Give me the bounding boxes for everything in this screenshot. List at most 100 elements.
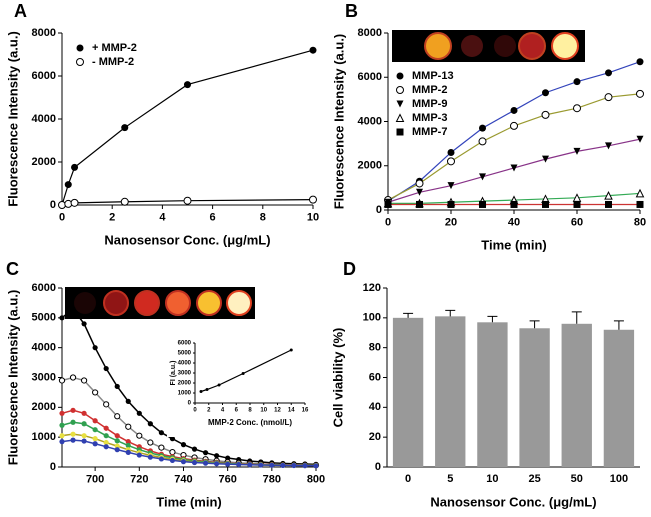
y-tick-label: 6000 — [32, 70, 56, 82]
panel-label: B — [345, 1, 358, 21]
x-tick-label: 20 — [445, 217, 457, 229]
legend-marker — [395, 113, 405, 122]
point — [70, 437, 76, 443]
point — [217, 383, 221, 387]
x-tick-label: 60 — [571, 217, 583, 229]
x-tick-label: 760 — [218, 474, 236, 486]
point — [125, 449, 131, 455]
point — [71, 163, 79, 171]
y-tick-label: 3000 — [178, 371, 192, 377]
point — [125, 442, 131, 449]
point — [302, 463, 308, 469]
chart-panel: 0 2000 4000 6000 8000 0 20 40 60 80 Time (min) Fluo… — [331, 1, 646, 253]
point — [103, 401, 110, 408]
legend-label: - MMP-2 — [92, 56, 134, 68]
y-tick-label: 1000 — [32, 431, 56, 443]
panel-label: A — [14, 1, 27, 21]
point — [136, 410, 142, 416]
x-tick-label: 10 — [486, 473, 498, 485]
y-tick-label: 2000 — [32, 401, 56, 413]
point — [92, 418, 98, 424]
x-tick-label: 80 — [634, 217, 646, 229]
x-tick-label: 50 — [571, 473, 583, 485]
point — [510, 106, 518, 114]
x-tick-label: 40 — [508, 217, 520, 229]
point — [136, 432, 143, 439]
x-tick-label: 4 — [159, 212, 166, 224]
y-tick-label: 20 — [369, 431, 381, 443]
x-tick-label: 12 — [274, 407, 281, 413]
legend-label: MMP-3 — [412, 112, 447, 124]
point — [447, 148, 455, 156]
point — [103, 425, 109, 431]
bar — [519, 328, 550, 467]
point — [70, 306, 76, 312]
x-tick-label: 16 — [302, 407, 309, 413]
y-tick-label: 6000 — [32, 282, 56, 294]
y-tick-label: 2000 — [358, 160, 382, 172]
y-tick-label: 4000 — [32, 342, 56, 354]
well-image-c — [65, 287, 255, 319]
y-tick-label: 1000 — [178, 391, 192, 397]
legend-label: MMP-7 — [412, 126, 447, 138]
bar — [435, 316, 466, 467]
x-tick-label: 8 — [260, 212, 266, 224]
x-axis-title: Time (min) — [481, 237, 547, 252]
point — [125, 398, 131, 404]
point — [447, 200, 455, 208]
point — [136, 452, 142, 458]
y-axis-title: Cell viability (%) — [330, 328, 345, 428]
error-bar — [529, 320, 540, 329]
error-bar — [445, 309, 456, 317]
point — [247, 462, 253, 468]
point — [605, 200, 612, 208]
point — [269, 462, 275, 468]
y-tick-label: 120 — [363, 282, 381, 294]
point — [191, 446, 198, 452]
point — [573, 200, 581, 208]
point — [81, 433, 87, 439]
x-tick-label: 0 — [193, 407, 197, 413]
point — [158, 430, 164, 436]
y-tick-label: 8000 — [358, 27, 382, 39]
panel-label: D — [343, 259, 356, 279]
y-tick-label: 6000 — [178, 341, 192, 347]
x-tick-label: 720 — [130, 474, 148, 486]
point — [636, 89, 644, 98]
legend-marker — [396, 86, 404, 94]
point — [169, 448, 176, 456]
inset-chart: 0 1000 2000 3000 4000 5000 6000 0 2 4 6 8 10 12 14 16 MM… — [167, 337, 313, 437]
point — [125, 423, 132, 430]
point — [180, 459, 187, 465]
point — [121, 124, 129, 132]
point — [58, 377, 66, 384]
legend-marker — [76, 44, 84, 52]
point — [180, 442, 187, 448]
bar — [561, 323, 592, 467]
point — [479, 124, 486, 132]
point — [191, 459, 198, 466]
point — [81, 410, 87, 416]
point — [605, 69, 612, 77]
point — [573, 147, 581, 155]
point — [103, 433, 109, 439]
point — [114, 383, 120, 390]
point — [81, 421, 87, 427]
x-tick-label: 2 — [207, 407, 211, 413]
point — [202, 460, 209, 466]
x-tick-label: 10 — [260, 407, 267, 413]
point — [604, 93, 613, 102]
point — [114, 433, 120, 439]
point — [280, 462, 286, 468]
point — [636, 135, 644, 143]
point — [158, 444, 165, 451]
y-tick-label: 4000 — [358, 115, 382, 127]
point — [103, 365, 109, 372]
error-bar — [571, 311, 582, 324]
y-tick-label: 0 — [188, 401, 192, 407]
point — [81, 438, 87, 444]
point — [636, 58, 644, 66]
point — [92, 436, 98, 442]
point — [92, 441, 98, 447]
panel-label: C — [6, 259, 19, 279]
